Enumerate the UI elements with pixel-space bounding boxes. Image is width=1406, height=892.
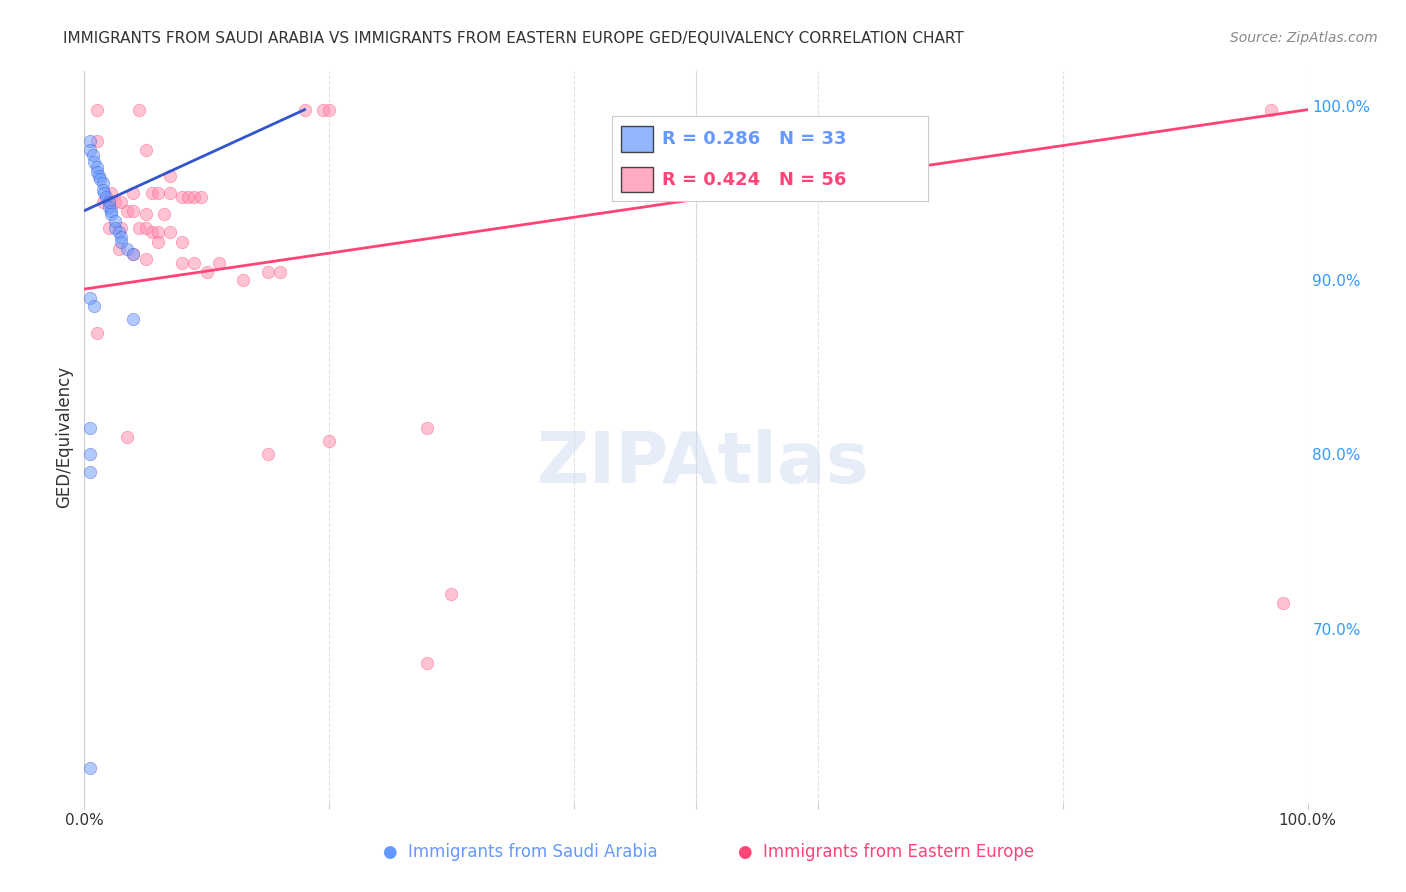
Point [97,194,120,209]
Point [97,200,120,214]
Point [135,252,157,267]
Point [159,169,181,183]
Point [269,265,291,279]
Point [100,186,122,201]
Point [104,221,127,235]
Point [172,190,194,204]
Point [104,194,127,209]
Point [86,134,108,148]
Point [86,160,108,174]
Point [110,229,132,244]
Text: R = 0.286   N = 33: R = 0.286 N = 33 [662,130,846,148]
Point [294,103,316,117]
Point [135,221,157,235]
Point [312,103,335,117]
Point [91,176,114,190]
Point [172,256,194,270]
Point [122,203,145,218]
Point [159,225,181,239]
Point [97,194,120,209]
Point [79,465,101,479]
Point [128,221,150,235]
Point [128,103,150,117]
Point [93,186,115,201]
Point [110,235,132,249]
Point [122,186,145,201]
Point [318,434,340,448]
Point [172,235,194,249]
FancyBboxPatch shape [621,167,652,192]
Point [83,300,105,314]
Point [153,207,176,221]
Point [177,190,200,204]
Point [110,221,132,235]
Point [141,225,163,239]
Point [79,421,101,435]
Text: R = 0.424   N = 56: R = 0.424 N = 56 [662,170,846,188]
Point [208,256,231,270]
Text: ZIPAtlas: ZIPAtlas [537,429,869,499]
Point [97,221,120,235]
Point [146,225,169,239]
Point [141,186,163,201]
Point [146,186,169,201]
Text: ●  Immigrants from Saudi Arabia: ● Immigrants from Saudi Arabia [382,843,658,861]
Point [1272,595,1295,609]
Point [115,203,138,218]
Y-axis label: GED/Equivalency: GED/Equivalency [55,366,73,508]
Point [87,169,110,183]
Point [183,256,205,270]
Point [96,190,118,204]
Point [79,291,101,305]
Point [159,186,181,201]
Point [190,190,212,204]
Point [79,143,101,157]
Point [115,430,138,444]
Point [91,194,114,209]
Point [79,761,101,775]
Point [183,190,205,204]
Point [232,273,254,287]
Point [82,148,104,162]
Point [83,155,105,169]
Point [257,448,280,462]
Point [257,265,280,279]
Point [440,587,463,601]
Point [135,207,157,221]
Point [416,657,439,671]
Point [107,225,129,239]
Point [79,134,101,148]
Point [100,203,122,218]
Point [318,103,340,117]
Point [86,326,108,340]
Point [195,265,218,279]
Point [100,207,122,221]
Point [91,183,114,197]
Point [122,311,145,326]
Point [115,242,138,256]
Point [122,247,145,261]
Point [86,165,108,179]
Text: IMMIGRANTS FROM SAUDI ARABIA VS IMMIGRANTS FROM EASTERN EUROPE GED/EQUIVALENCY C: IMMIGRANTS FROM SAUDI ARABIA VS IMMIGRAN… [63,31,965,46]
Point [416,421,439,435]
Point [79,448,101,462]
Point [146,235,169,249]
Point [122,247,145,261]
Point [135,143,157,157]
Point [1260,103,1282,117]
Point [104,214,127,228]
Point [89,172,111,186]
FancyBboxPatch shape [621,126,652,152]
Point [110,194,132,209]
Point [107,242,129,256]
Text: ●  Immigrants from Eastern Europe: ● Immigrants from Eastern Europe [738,843,1033,861]
Text: Source: ZipAtlas.com: Source: ZipAtlas.com [1230,31,1378,45]
Point [86,103,108,117]
